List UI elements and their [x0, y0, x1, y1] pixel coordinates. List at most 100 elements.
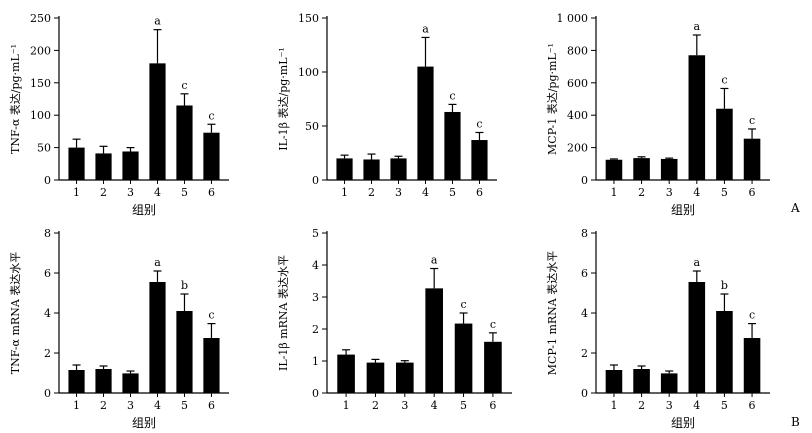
panel-4-y-tick-label: 4 [44, 307, 51, 320]
panel-2-y-tick-label: 150 [298, 12, 319, 25]
panel-4-bar [68, 370, 85, 393]
panel-2-significance-label: c [449, 89, 455, 102]
panel-4-y-axis-title: TNF-α mRNA 表达水平 [8, 252, 22, 375]
panel-2-y-tick-label: 100 [298, 66, 319, 79]
panel-4-x-tick-label: 6 [208, 399, 215, 412]
panel-2-bar [471, 140, 488, 180]
panel-5-x-tick-label: 3 [401, 399, 408, 412]
panel-6-x-tick-label: 1 [610, 399, 617, 412]
panel-1-x-tick-label: 3 [127, 186, 134, 199]
panel-3-bar [605, 159, 623, 180]
panel-2-x-tick-label: 6 [476, 186, 483, 199]
panel-4-bar [176, 311, 193, 393]
panel-5-y-axis-title: IL-1β mRNA 表达水平 [276, 255, 290, 371]
panel-2-x-tick-label: 1 [341, 186, 348, 199]
panel-3-bar [660, 158, 678, 180]
panel-2-y-axis-title: IL-1β 表达/pg·mL⁻¹ [276, 47, 290, 150]
panel-6-y-tick-label: 4 [581, 307, 588, 320]
panel-6-bar [605, 370, 623, 393]
panel-3-y-tick-label: 400 [567, 109, 588, 122]
panel-label-a: A [790, 201, 800, 215]
panel-1-significance-label: c [181, 79, 187, 92]
panel-6-x-tick-label: 4 [693, 399, 700, 412]
panel-6-significance-label: b [721, 279, 728, 292]
panel-3-x-tick-label: 1 [610, 186, 617, 199]
panel-6-y-tick-label: 0 [581, 387, 588, 400]
panel-2-significance-label: a [422, 22, 429, 35]
panel-3-significance-label: c [721, 73, 727, 86]
panel-2-bar [417, 66, 434, 180]
panel-3-x-axis-title: 组别 [671, 203, 695, 217]
panel-1-x-tick-label: 1 [73, 186, 80, 199]
panel-1-x-tick-label: 4 [154, 186, 161, 199]
panel-6-y-tick-label: 6 [581, 267, 588, 280]
panel-4-significance-label: a [154, 256, 161, 269]
panel-1-x-axis-title: 组别 [132, 203, 156, 217]
panel-5-x-tick-label: 5 [460, 399, 467, 412]
panel-2-bar [336, 158, 353, 180]
panel-6-y-tick-label: 2 [581, 347, 588, 360]
panel-6-x-tick-label: 6 [749, 399, 756, 412]
panel-5-bar [396, 362, 414, 393]
panel-5-x-tick-label: 1 [343, 399, 350, 412]
panel-1-y-tick-label: 250 [30, 12, 51, 25]
panel-1-y-tick-label: 200 [30, 44, 51, 57]
panel-1-y-axis-title: TNF-α 表达/pg·mL⁻¹ [8, 44, 22, 154]
panel-1-bar [149, 63, 166, 180]
panel-1-significance-label: a [154, 15, 161, 28]
panel-5-x-tick-label: 6 [489, 399, 496, 412]
panel-1-y-tick-label: 150 [30, 77, 51, 90]
panel-4-x-tick-label: 5 [181, 399, 188, 412]
panel-6-bar [688, 282, 706, 393]
panel-4-y-tick-label: 2 [44, 347, 51, 360]
panel-3-bar [716, 108, 733, 180]
panel-6-bar [716, 311, 733, 393]
panel-4-y-tick-label: 0 [44, 387, 51, 400]
panel-5-x-tick-label: 2 [372, 399, 379, 412]
panel-1-y-tick-label: 50 [37, 142, 51, 155]
panel-4-x-tick-label: 4 [154, 399, 161, 412]
panel-4-y-tick-label: 8 [44, 227, 51, 240]
panel-6-x-tick-label: 2 [638, 399, 645, 412]
panel-5-y-tick-label: 5 [312, 227, 319, 240]
panel-3-x-tick-label: 6 [749, 186, 756, 199]
panel-6-x-tick-label: 5 [721, 399, 728, 412]
panel-2-bar [363, 159, 380, 180]
panel-4-bar [203, 338, 220, 393]
panel-3-y-axis-title: MCP-1 表达/pg·mL⁻¹ [545, 43, 559, 155]
panel-3-y-tick-label: 600 [567, 77, 588, 90]
panel-1-bar [122, 151, 139, 180]
panel-3-significance-label: c [749, 114, 755, 127]
panel-1-bar [95, 153, 112, 180]
panel-5-y-tick-label: 3 [312, 291, 319, 304]
panel-5-bar [484, 341, 502, 393]
panel-3-bar [688, 55, 706, 181]
panel-5-bar [454, 323, 473, 393]
panel-4-x-axis-title: 组别 [132, 416, 156, 430]
panel-3-y-tick-label: 1 000 [557, 12, 589, 25]
panel-1-x-tick-label: 5 [181, 186, 188, 199]
panel-2-x-tick-label: 3 [395, 186, 402, 199]
panel-1-y-tick-label: 0 [44, 174, 51, 187]
panel-1-y-tick-label: 100 [30, 109, 51, 122]
panel-2-x-tick-label: 4 [422, 186, 429, 199]
panel-5-y-tick-label: 4 [312, 259, 319, 272]
panel-4-significance-label: c [208, 309, 214, 322]
panel-6-y-axis-title: MCP-1 mRNA 表达水平 [545, 251, 559, 375]
panel-2-y-tick-label: 0 [312, 174, 319, 187]
panel-6-x-axis-title: 组别 [671, 416, 695, 430]
panel-3-x-tick-label: 4 [693, 186, 700, 199]
panel-1-bar [203, 132, 220, 180]
panel-2-bar [444, 111, 461, 180]
panel-6-y-tick-label: 8 [581, 227, 588, 240]
panel-3-bar [633, 158, 650, 180]
panel-5-bar [366, 362, 385, 393]
panel-2-y-tick-label: 50 [305, 120, 319, 133]
panel-1-x-tick-label: 2 [100, 186, 107, 199]
panel-4-x-tick-label: 3 [127, 399, 134, 412]
panel-5-y-tick-label: 0 [312, 387, 319, 400]
panel-2-significance-label: c [476, 117, 482, 130]
panel-2-bar [390, 158, 407, 180]
panel-3-x-tick-label: 3 [666, 186, 673, 199]
panel-3-significance-label: a [694, 20, 701, 33]
